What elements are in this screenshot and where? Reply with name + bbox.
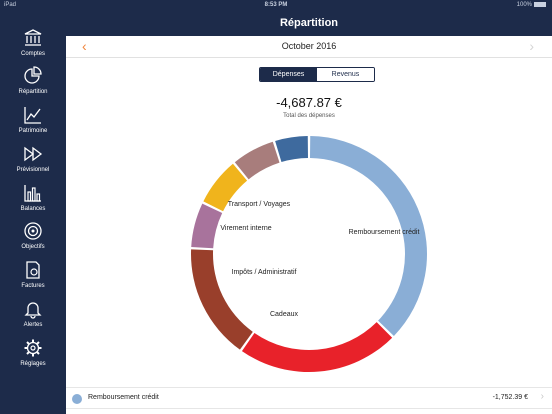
status-bar: iPad 8:53 PM 100% bbox=[0, 0, 552, 10]
sidebar-item-label: Réglages bbox=[20, 361, 46, 367]
slice-label: Remboursement crédit bbox=[349, 229, 420, 236]
bank-icon bbox=[23, 28, 43, 48]
sidebar-item-patrimoine[interactable]: Patrimoine bbox=[0, 105, 66, 141]
device-label: iPad bbox=[4, 2, 17, 8]
month-label: October 2016 bbox=[281, 41, 337, 51]
pie-chart-icon bbox=[23, 66, 43, 86]
sidebar-item-label: Patrimoine bbox=[18, 128, 48, 134]
sidebar-item-comptes[interactable]: Comptes bbox=[0, 28, 66, 64]
donut-slice[interactable] bbox=[241, 322, 393, 372]
target-icon bbox=[23, 221, 43, 241]
slice-label: Virement interne bbox=[220, 225, 271, 232]
bell-icon bbox=[23, 299, 43, 319]
sidebar-item-objectifs[interactable]: Objectifs bbox=[0, 221, 66, 257]
sidebar-item-balances[interactable]: Balances bbox=[0, 183, 66, 219]
tab-depenses[interactable]: Dépenses bbox=[260, 68, 317, 81]
total-label: Total des dépenses bbox=[283, 113, 335, 119]
next-month-button[interactable]: › bbox=[529, 38, 534, 54]
main-content: ‹ October 2016 › Dépenses Revenus -4,687… bbox=[66, 36, 552, 414]
donut-chart: Remboursement crédit Cadeaux Impôts / Admi… bbox=[191, 136, 427, 372]
donut-slice[interactable] bbox=[191, 203, 223, 249]
legend-amount: -1,752.39 € bbox=[492, 394, 528, 401]
sidebar-item-label: Objectifs bbox=[21, 244, 45, 250]
donut-slice[interactable] bbox=[203, 163, 248, 212]
bar-chart-icon bbox=[23, 183, 43, 203]
battery-icon bbox=[534, 2, 546, 7]
sidebar-item-label: Répartition bbox=[18, 89, 48, 95]
sidebar-item-label: Factures bbox=[21, 283, 45, 289]
sidebar-item-factures[interactable]: Factures bbox=[0, 260, 66, 296]
sidebar: Comptes Répartition Patrimoine Prévision… bbox=[0, 10, 66, 414]
segmented-control: Dépenses Revenus bbox=[259, 67, 375, 82]
donut-slice[interactable] bbox=[234, 141, 280, 180]
sidebar-item-repartition[interactable]: Répartition bbox=[0, 66, 66, 102]
sidebar-item-label: Alertes bbox=[23, 322, 43, 328]
status-time: 8:53 PM bbox=[264, 2, 288, 8]
legend-color-dot bbox=[72, 394, 82, 404]
invoice-icon bbox=[23, 260, 43, 280]
slice-label: Cadeaux bbox=[270, 311, 299, 318]
total-amount: -4,687.87 € bbox=[276, 95, 342, 110]
battery-indicator: 100% bbox=[517, 2, 546, 8]
sidebar-item-reglages[interactable]: Réglages bbox=[0, 338, 66, 374]
slice-label: Transport / Voyages bbox=[228, 201, 291, 208]
sidebar-item-label: Prévisionnel bbox=[16, 167, 50, 173]
fast-forward-icon bbox=[23, 144, 43, 164]
sidebar-item-label: Comptes bbox=[20, 51, 45, 57]
header-bar: Répartition bbox=[66, 10, 552, 36]
donut-slice[interactable] bbox=[275, 136, 308, 163]
battery-percent: 100% bbox=[516, 2, 532, 9]
donut-slice[interactable] bbox=[191, 249, 253, 350]
gear-icon bbox=[23, 338, 43, 358]
slice-label: Impôts / Administratif bbox=[232, 269, 297, 276]
page-title: Répartition bbox=[279, 17, 339, 29]
sidebar-item-previsionnel[interactable]: Prévisionnel bbox=[0, 144, 66, 180]
chevron-right-icon: › bbox=[540, 391, 544, 402]
sidebar-item-label: Balances bbox=[20, 206, 46, 212]
legend-row[interactable]: Remboursement crédit -1,752.39 € › bbox=[66, 387, 552, 409]
prev-month-button[interactable]: ‹ bbox=[82, 38, 87, 54]
donut-slice[interactable] bbox=[310, 136, 427, 336]
line-chart-icon bbox=[23, 105, 43, 125]
legend-category-name: Remboursement crédit bbox=[88, 394, 159, 401]
month-navigator: ‹ October 2016 › bbox=[66, 36, 552, 58]
sidebar-item-alertes[interactable]: Alertes bbox=[0, 299, 66, 335]
tab-revenus[interactable]: Revenus bbox=[317, 68, 374, 81]
